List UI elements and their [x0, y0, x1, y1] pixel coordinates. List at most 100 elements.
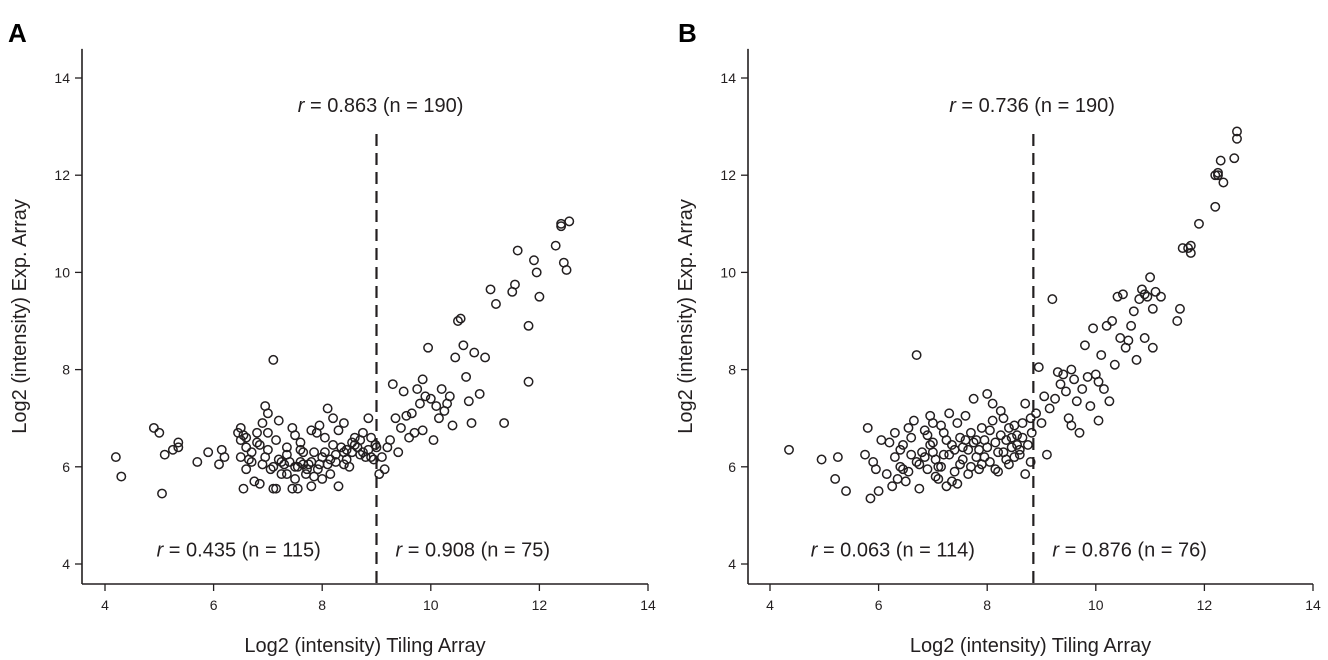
- data-point: [922, 464, 933, 475]
- data-point: [816, 454, 827, 465]
- data-point: [873, 486, 884, 497]
- data-point: [564, 216, 575, 227]
- data-point: [241, 432, 252, 443]
- data-point: [341, 444, 352, 455]
- data-point: [325, 469, 336, 480]
- data-point: [911, 456, 922, 467]
- data-point: [1001, 454, 1012, 465]
- data-point: [431, 401, 442, 411]
- data-point: [1185, 248, 1196, 258]
- chart-panel-a: A 4 6 8 10 12 14 4 6 8 10 12 14 Log2 (intensity) Tili…: [8, 18, 656, 657]
- data-point: [262, 444, 273, 455]
- data-point: [1210, 170, 1221, 181]
- data-point: [889, 452, 900, 463]
- data-point: [116, 471, 127, 482]
- data-point: [341, 454, 352, 465]
- data-point: [319, 432, 330, 443]
- data-point: [1185, 240, 1196, 251]
- data-point: [941, 481, 952, 492]
- data-point: [984, 425, 995, 436]
- data-point: [450, 352, 461, 363]
- data-point: [556, 218, 567, 229]
- data-point: [268, 354, 279, 365]
- data-point: [1003, 422, 1014, 433]
- data-point: [309, 471, 320, 482]
- data-point: [936, 461, 946, 472]
- data-point: [1074, 427, 1085, 438]
- annotation-text: = 0.736 (n = 190): [956, 95, 1115, 117]
- y-tick-label: 8: [728, 362, 736, 378]
- data-point: [917, 447, 927, 458]
- data-point: [469, 347, 480, 358]
- data-point: [523, 376, 534, 387]
- data-point: [238, 430, 249, 441]
- data-point: [1058, 369, 1069, 380]
- data-point: [1139, 333, 1150, 343]
- data-point: [404, 432, 415, 443]
- data-point: [1096, 350, 1107, 360]
- data-point: [262, 427, 273, 438]
- data-point: [903, 466, 914, 477]
- data-point: [398, 386, 409, 397]
- x-tick-label: 10: [423, 597, 439, 613]
- data-point: [949, 444, 960, 455]
- data-point: [952, 478, 963, 489]
- data-point: [328, 439, 339, 450]
- data-point: [466, 418, 477, 429]
- data-point: [406, 408, 417, 419]
- correlation-annotation: r = 0.863 (n = 190): [298, 95, 464, 117]
- data-point: [425, 393, 436, 404]
- x-tick-label: 4: [101, 597, 109, 613]
- data-point: [357, 447, 368, 458]
- data-point: [254, 478, 265, 489]
- data-point: [955, 432, 965, 443]
- data-point: [914, 459, 925, 470]
- data-point: [219, 452, 230, 463]
- data-point: [914, 483, 925, 494]
- data-point: [374, 469, 385, 480]
- data-point: [271, 435, 281, 446]
- data-point: [510, 279, 520, 290]
- data-point: [919, 425, 930, 436]
- data-point: [461, 371, 472, 382]
- data-point: [333, 425, 344, 436]
- data-point: [889, 427, 900, 438]
- data-point: [1104, 396, 1115, 407]
- data-point: [860, 449, 870, 460]
- data-point: [1147, 303, 1158, 314]
- annotation-text: = 0.908 (n = 75): [402, 540, 550, 562]
- data-point: [1107, 316, 1118, 326]
- data-point: [534, 291, 545, 302]
- data-point: [903, 422, 914, 433]
- data-point: [395, 422, 406, 433]
- data-point: [529, 255, 539, 266]
- annotation-r-symbol: r: [396, 540, 404, 562]
- data-point: [1172, 316, 1183, 326]
- x-tick-label: 6: [875, 597, 883, 613]
- data-point: [444, 391, 455, 402]
- data-point: [262, 408, 273, 419]
- data-point: [387, 379, 398, 390]
- data-point: [976, 422, 987, 433]
- data-point: [1112, 291, 1123, 302]
- data-point: [203, 447, 214, 458]
- data-point: [306, 481, 317, 492]
- data-point: [561, 265, 572, 275]
- data-point: [982, 388, 993, 399]
- data-point: [887, 481, 898, 492]
- data-point: [292, 483, 303, 494]
- data-point: [1215, 155, 1226, 166]
- x-tick-label: 4: [766, 597, 774, 613]
- data-point: [895, 461, 906, 472]
- data-point: [474, 388, 485, 399]
- x-tick-label: 14: [640, 597, 656, 613]
- data-point: [1085, 401, 1096, 411]
- data-point: [1128, 306, 1139, 317]
- data-point: [1123, 335, 1134, 346]
- data-point: [512, 245, 523, 256]
- y-axis-label: Log2 (intensity) Exp. Array: [9, 199, 31, 434]
- data-point: [1213, 170, 1223, 181]
- data-point: [946, 476, 957, 487]
- data-point: [957, 454, 968, 465]
- data-point: [157, 488, 167, 499]
